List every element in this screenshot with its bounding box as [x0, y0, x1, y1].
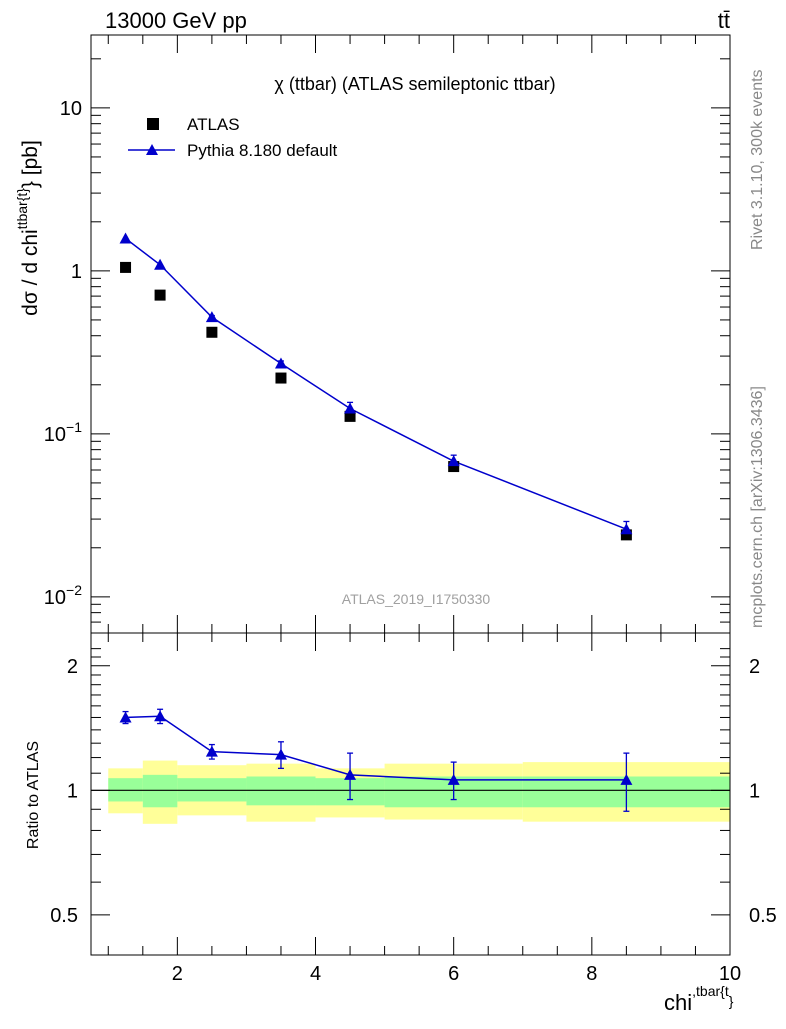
- pythia-data-point: [119, 232, 132, 244]
- legend-atlas-label: ATLAS: [187, 115, 240, 134]
- energy-label: 13000 GeV pp: [105, 8, 247, 33]
- main-plot-panel: 10−2 10−1 1 10 χ (ttbar) (ATLAS semileptoni…: [14, 34, 731, 634]
- ratio-pythia-point: [274, 748, 287, 760]
- atlas-data-point: [448, 461, 460, 473]
- main-y-tick-label: 10−2: [44, 582, 82, 609]
- pythia-data-point: [154, 258, 167, 270]
- ratio-pythia-point: [154, 710, 167, 722]
- x-tick-label: 6: [448, 963, 459, 985]
- main-y-tick-label: 10: [60, 98, 82, 120]
- pythia-series-line: [125, 237, 627, 530]
- x-tick-label: 10: [719, 963, 741, 985]
- atlas-data-point: [120, 261, 132, 273]
- atlas-data-point: [206, 326, 218, 338]
- ratio-pythia-point: [344, 768, 357, 780]
- mcplots-source-label: mcplots.cern.ch [arXiv:1306.3436]: [749, 386, 766, 628]
- ratio-pythia-point: [119, 711, 132, 723]
- x-tick-label: 4: [310, 963, 321, 985]
- atlas-data-point: [620, 529, 632, 541]
- legend-atlas-marker: [147, 118, 159, 130]
- main-y-tick-label: 1: [71, 261, 82, 283]
- atlas-data-point: [344, 410, 356, 422]
- ratio-pythia-point: [205, 745, 218, 757]
- main-y-tick-label: 10−1: [44, 419, 82, 446]
- ratio-y-tick-label-left: 0.5: [50, 905, 78, 927]
- ratio-y-tick-label-right: 2: [749, 656, 760, 678]
- pythia-data-point: [344, 402, 357, 414]
- ratio-y-tick-label-left: 2: [67, 656, 78, 678]
- x-tick-labels: 2 4 6 8 10: [172, 963, 741, 985]
- ratio-y-tick-label-right: 0.5: [749, 905, 777, 927]
- legend: ATLAS Pythia 8.180 default: [128, 115, 338, 160]
- process-label: tt̄: [718, 8, 730, 33]
- x-axis-label: chi,tbar{t}: [664, 983, 734, 1015]
- main-axis-ticks: [91, 35, 731, 634]
- pythia-data-point: [205, 311, 218, 323]
- ratio-inner-band: [142, 774, 178, 808]
- ratio-pythia-point: [447, 773, 460, 785]
- pythia-data-point: [447, 455, 460, 467]
- ratio-uncertainty-bands: [108, 760, 730, 824]
- pythia-data-point: [274, 357, 287, 369]
- legend-pythia-label: Pythia 8.180 default: [187, 141, 338, 160]
- chart-title: χ (ttbar) (ATLAS semileptonic ttbar): [274, 74, 555, 94]
- main-y-tick-labels: 10−2 10−1 1 10: [44, 98, 82, 609]
- ratio-y-axis-label: Ratio to ATLAS: [25, 741, 42, 849]
- analysis-watermark: ATLAS_2019_I1750330: [342, 591, 491, 607]
- atlas-data-point: [154, 289, 166, 301]
- atlas-data-point: [275, 372, 287, 384]
- pythia-data-point: [620, 523, 633, 535]
- ratio-plot-frame: [90, 632, 731, 956]
- ratio-y-tick-label-left: 1: [67, 780, 78, 802]
- ratio-data-layer: [91, 708, 730, 812]
- ratio-plot-panel: 0.5 0.5 1 1 2 2 2 4 6 8 10 Ratio to ATLAS chi,tba…: [25, 632, 777, 1015]
- x-tick-label: 8: [586, 963, 597, 985]
- main-y-axis-label: dσ / d chittbar{t}} [pb]: [14, 140, 42, 316]
- ratio-axis-ticks: [91, 633, 731, 956]
- legend-pythia-marker: [146, 144, 158, 155]
- x-tick-label: 2: [172, 963, 183, 985]
- ratio-y-tick-labels: 0.5 0.5 1 1 2 2: [50, 656, 777, 927]
- ratio-pythia-point: [620, 773, 633, 785]
- ratio-y-tick-label-right: 1: [749, 780, 760, 802]
- rivet-version-label: Rivet 3.1.10, 300k events: [749, 69, 766, 250]
- main-data-layer: [119, 232, 633, 541]
